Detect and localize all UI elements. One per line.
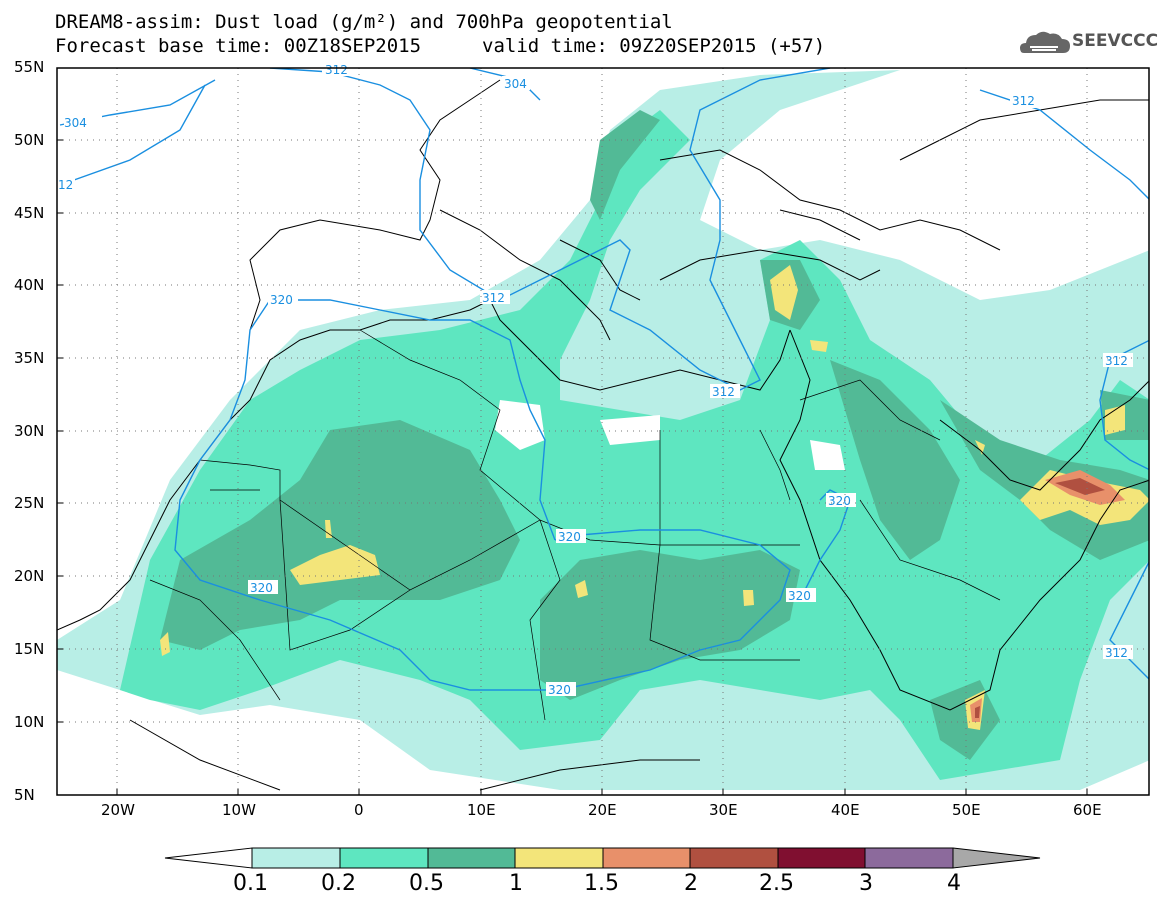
colorbar-label: 1 — [509, 871, 523, 896]
graticule — [57, 68, 1149, 795]
colorbar-swatch — [427, 847, 516, 869]
lon-label: 30E — [709, 801, 738, 819]
contour-label: 320 — [250, 581, 273, 595]
logo-text: SEEVCCC — [1072, 31, 1159, 51]
colorbar-swatch — [514, 847, 604, 869]
contour-label: 312 — [1012, 94, 1035, 108]
colorbar-label: 0.1 — [233, 871, 268, 896]
cloud-logo-icon — [1020, 31, 1070, 53]
map-title: DREAM8-assim: Dust load (g/m²) and 700hP… — [55, 11, 673, 33]
colorbar-label: 2.5 — [759, 871, 794, 896]
lat-label: 25N — [14, 494, 45, 512]
colorbar-label: 3 — [859, 871, 873, 896]
lon-label: 20E — [588, 801, 617, 819]
lat-label: 55N — [14, 58, 45, 76]
colorbar-swatch — [339, 847, 429, 869]
contour-label: 312 — [1105, 354, 1128, 368]
lat-label: 45N — [14, 204, 45, 222]
colorbar-label: 1.5 — [584, 871, 619, 896]
lat-label: 50N — [14, 131, 45, 149]
contour-label: 320 — [270, 293, 293, 307]
colorbar-label: 0.5 — [409, 871, 444, 896]
colorbar-swatch — [689, 847, 779, 869]
contour-label: 312 — [1105, 646, 1128, 660]
colorbar-swatch — [864, 847, 954, 869]
lon-label: 0 — [354, 801, 364, 819]
lat-label: 30N — [14, 422, 45, 440]
geopotential-contours — [59, 68, 1149, 691]
colorbar-label: 4 — [947, 871, 961, 896]
valid-time: valid time: 09Z20SEP2015 (+57) — [482, 35, 826, 57]
colorbar-swatch — [777, 847, 866, 869]
lon-label: 10E — [467, 801, 496, 819]
colorbar — [164, 847, 1041, 869]
colorbar-swatch — [251, 847, 341, 869]
lat-label: 35N — [14, 349, 45, 367]
lat-label: 5N — [14, 786, 35, 804]
dust-level-2 — [1055, 478, 1105, 495]
coastlines — [57, 79, 1149, 791]
colorbar-swatch — [602, 847, 691, 869]
colorbar-swatch — [952, 847, 1041, 869]
dust-level-0.2 — [120, 110, 1149, 780]
forecast-base-time: Forecast base time: 00Z18SEP2015 — [55, 35, 422, 57]
lon-label: 20W — [101, 801, 135, 819]
lat-label: 15N — [14, 640, 45, 658]
lat-label: 10N — [14, 713, 45, 731]
dust-level-1 — [290, 545, 380, 585]
lon-label: 40E — [831, 801, 860, 819]
contour-label: 320 — [558, 530, 581, 544]
dust-field — [57, 70, 1149, 790]
colorbar-swatch — [164, 847, 253, 869]
colorbar-label: 2 — [684, 871, 698, 896]
contour-labels: 312 304 304 312 12 320 312 312 320 320 3… — [57, 62, 1133, 697]
contour-label: 320 — [548, 683, 571, 697]
lon-label: 10W — [222, 801, 256, 819]
lat-label: 40N — [14, 276, 45, 294]
contour-label: 312 — [325, 63, 348, 77]
lat-label: 20N — [14, 567, 45, 585]
lon-label: 60E — [1073, 801, 1102, 819]
country-borders — [149, 329, 1001, 721]
axis-ticks — [57, 139, 1088, 795]
contour-label: 320 — [828, 494, 851, 508]
contour-label: 320 — [788, 589, 811, 603]
contour-label: 304 — [504, 77, 527, 91]
contour-label: 304 — [64, 116, 87, 130]
colorbar-label: 0.2 — [321, 871, 356, 896]
contour-label: 12 — [58, 178, 73, 192]
lon-label: 50E — [952, 801, 981, 819]
contour-label: 312 — [482, 291, 505, 305]
